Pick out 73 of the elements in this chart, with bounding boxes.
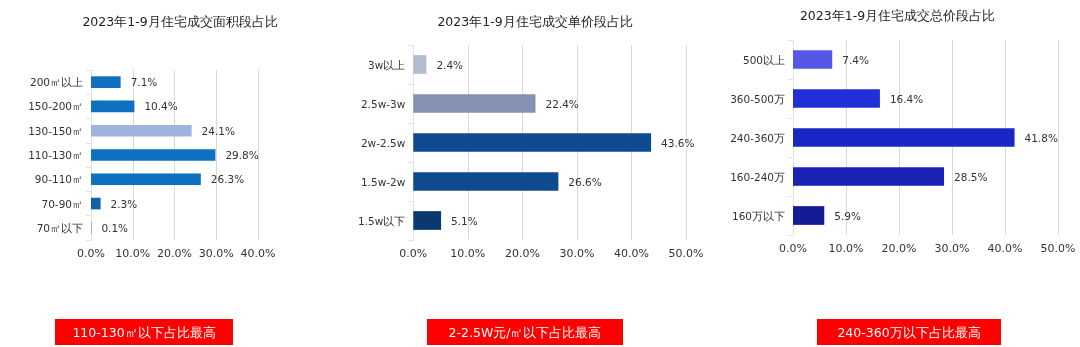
data-label: 28.5% [954, 170, 988, 183]
x-tick-label: 20.0% [504, 247, 540, 260]
x-tick-label: 40.0% [240, 247, 276, 260]
bar [413, 211, 442, 230]
x-tick-label: 10.0% [828, 242, 864, 255]
data-label: 10.4% [144, 100, 178, 113]
y-tick-label: 70-90㎡ [41, 197, 83, 210]
y-tick-label: 1.5w以下 [357, 214, 406, 227]
y-tick-label: 360-500万 [730, 92, 785, 105]
data-label: 29.8% [225, 149, 259, 161]
y-tick-label: 2.5w-3w [360, 97, 406, 110]
x-tick-label: 10.0% [450, 247, 486, 260]
data-label: 43.6% [661, 136, 695, 149]
bar [793, 206, 825, 225]
y-tick-label: 130-150㎡ [28, 124, 83, 137]
bar [793, 89, 880, 108]
bar [793, 167, 945, 186]
y-tick-label: 90-110㎡ [34, 173, 83, 186]
x-tick-label: 30.0% [934, 242, 970, 255]
bar [91, 100, 135, 113]
x-tick-label: 20.0% [157, 247, 192, 260]
data-label: 26.3% [210, 173, 245, 186]
y-tick-label: 110-130㎡ [28, 149, 83, 161]
bar [91, 76, 121, 88]
data-label: 26.6% [568, 175, 602, 188]
data-label: 7.1% [130, 76, 158, 89]
bar [91, 197, 101, 210]
y-tick-label: 2w-2.5w [360, 136, 406, 149]
x-tick-label: 0.0% [779, 242, 807, 255]
y-tick-label: 160万以下 [731, 209, 785, 222]
chart-title: 2023年1-9月住宅成交总价段占比 [799, 8, 996, 23]
x-tick-label: 0.0% [77, 247, 105, 260]
bar [91, 124, 192, 137]
chart-title: 2023年1-9月住宅成交面积段占比 [82, 14, 278, 29]
bar [413, 133, 652, 152]
data-label: 2.3% [110, 197, 138, 210]
x-tick-label: 50.0% [668, 247, 704, 260]
data-label: 2.4% [436, 58, 464, 71]
data-label: 16.4% [889, 92, 924, 105]
x-tick-label: 40.0% [987, 242, 1023, 255]
data-label: 0.1% [101, 221, 129, 234]
x-tick-label: 30.0% [198, 247, 234, 260]
data-label: 5.9% [834, 209, 861, 222]
y-tick-label: 150-200㎡ [28, 100, 83, 113]
bar [413, 172, 559, 191]
data-label: 7.4% [842, 53, 869, 66]
y-tick-label: 70㎡以下 [36, 221, 83, 234]
bar [413, 55, 427, 74]
y-tick-label: 1.5w-2w [360, 175, 406, 188]
bar [91, 149, 216, 161]
bar [793, 128, 1015, 147]
data-label: 41.8% [1024, 131, 1058, 144]
x-tick-label: 10.0% [115, 247, 151, 260]
bar [793, 50, 833, 69]
y-tick-label: 200㎡以上 [29, 76, 83, 89]
text: 240-360万以下占比最高 [837, 324, 981, 340]
x-tick-label: 20.0% [881, 242, 917, 255]
x-tick-label: 40.0% [613, 247, 649, 260]
y-tick-label: 240-360万 [730, 131, 785, 144]
y-tick-label: 500以上 [742, 53, 785, 66]
x-tick-label: 50.0% [1040, 242, 1076, 255]
text: 2-2.5W元/㎡以下占比最高 [448, 324, 602, 340]
chart-title: 2023年1-9月住宅成交单价段占比 [437, 14, 633, 29]
bar [413, 94, 536, 113]
x-tick-label: 0.0% [399, 247, 428, 260]
text: 110-130㎡以下占比最高 [72, 324, 216, 340]
bar [91, 173, 201, 186]
data-label: 22.4% [545, 97, 579, 110]
y-tick-label: 3w以上 [368, 58, 406, 71]
x-tick-label: 30.0% [559, 247, 595, 260]
data-label: 5.1% [451, 214, 478, 227]
data-label: 24.1% [201, 124, 235, 137]
y-tick-label: 160-240万 [730, 170, 785, 183]
